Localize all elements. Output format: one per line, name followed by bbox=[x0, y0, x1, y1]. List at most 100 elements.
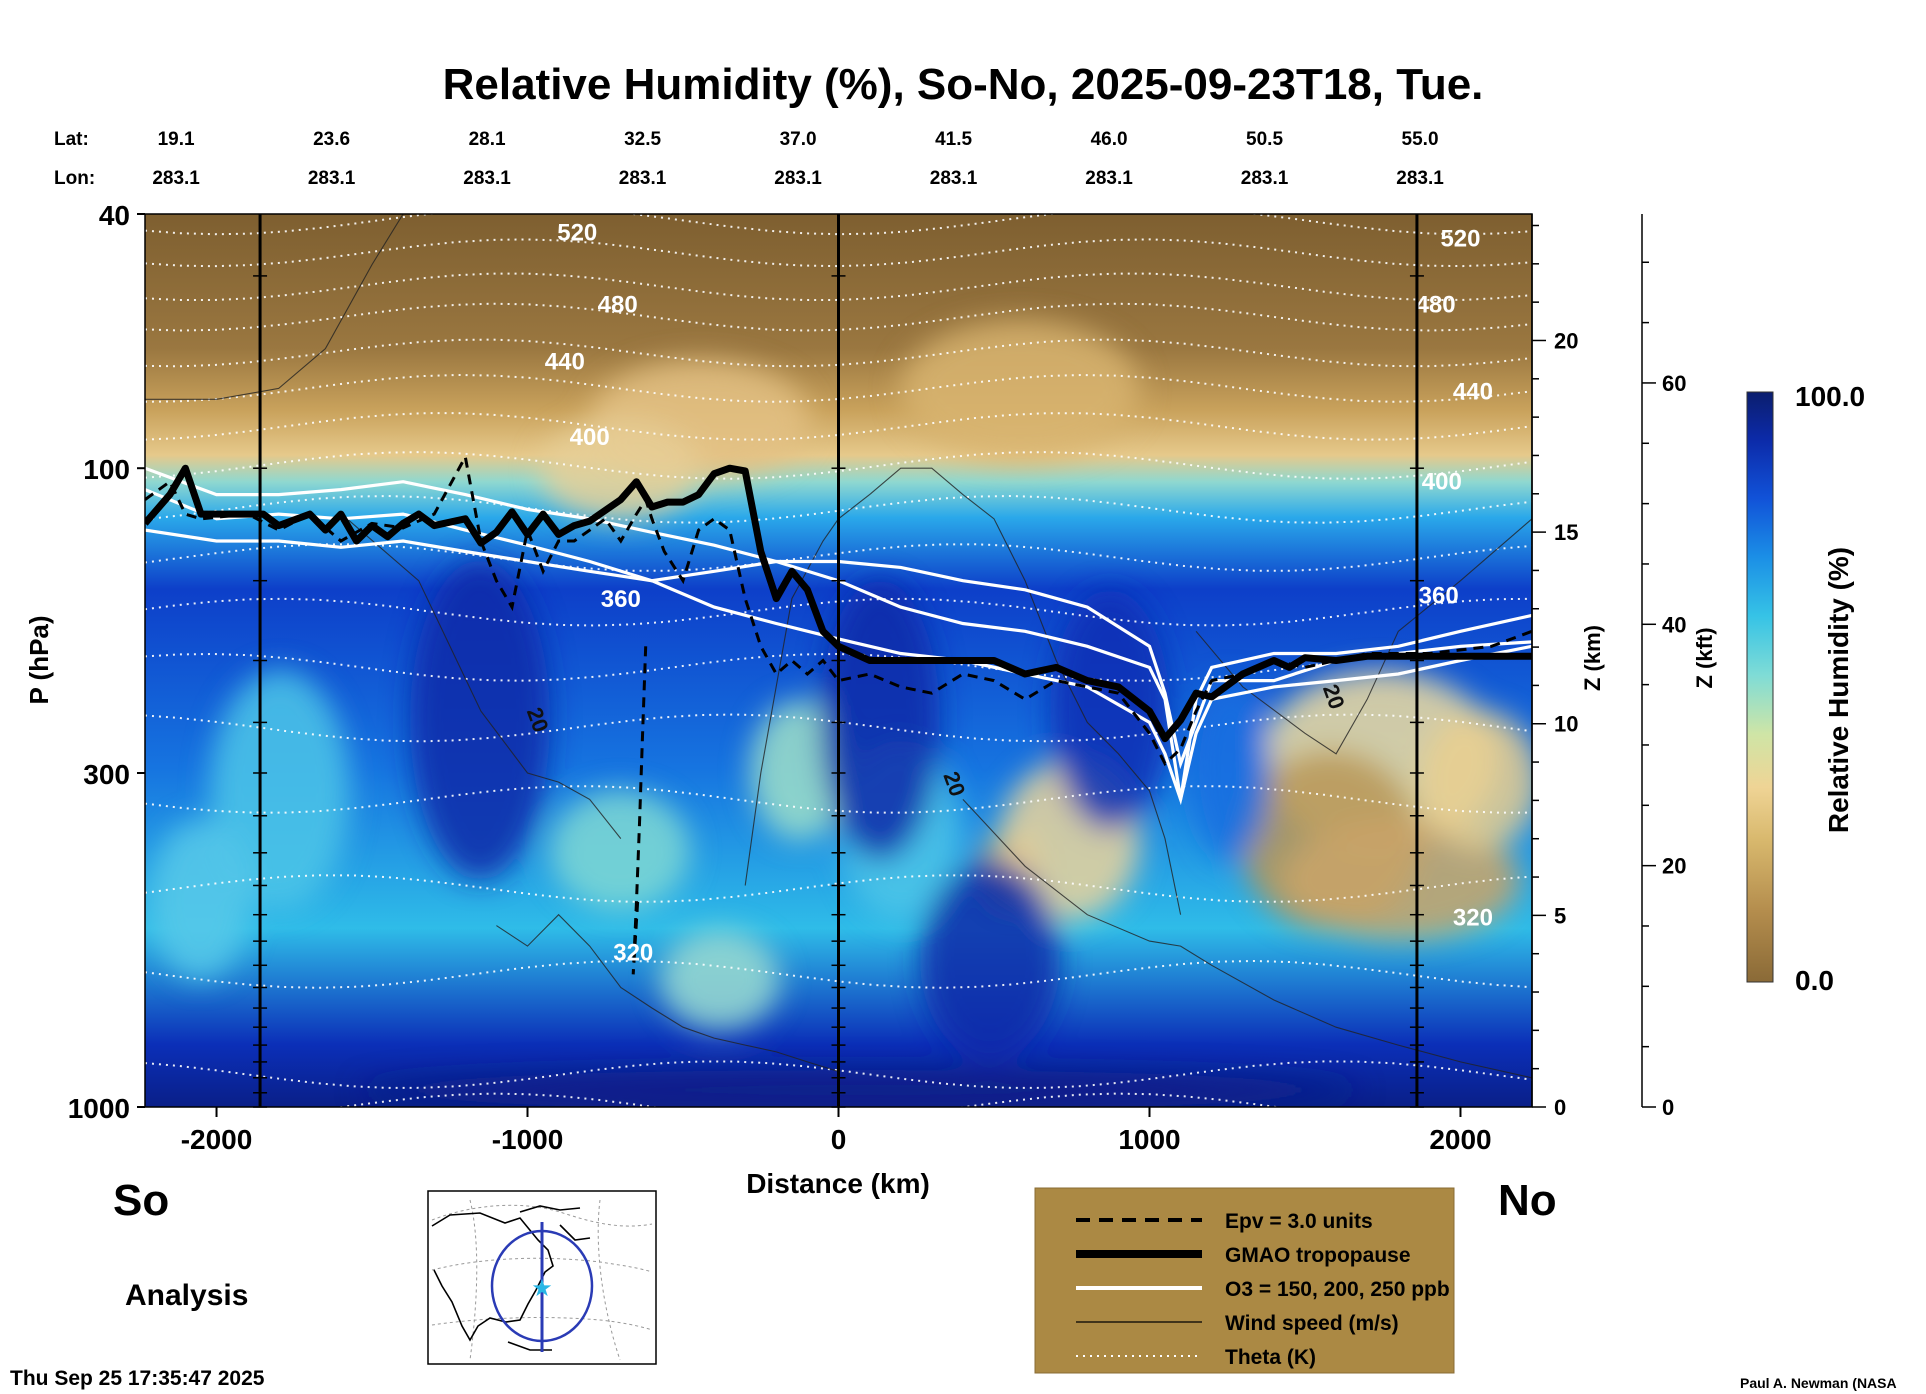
credit-label: Paul A. Newman (NASA bbox=[1740, 1375, 1897, 1391]
theta-contour bbox=[145, 214, 1532, 236]
map-graticule bbox=[431, 1204, 653, 1227]
theta-contour bbox=[145, 412, 1532, 441]
theta-contour bbox=[145, 597, 1532, 627]
rh-patch bbox=[150, 820, 250, 980]
map-graticule bbox=[431, 1317, 653, 1331]
lat-value: 32.5 bbox=[624, 129, 661, 150]
legend-items: Epv = 3.0 units GMAO tropopause O3 = 150, … bbox=[1076, 1210, 1450, 1369]
map-graticule bbox=[469, 1199, 478, 1361]
wind-contour bbox=[346, 518, 622, 839]
lat-value: 23.6 bbox=[313, 129, 350, 150]
lon-value: 283.1 bbox=[308, 168, 356, 189]
theta-contour bbox=[145, 272, 1532, 302]
rh-patches bbox=[150, 320, 1532, 1107]
star-icon: ★ bbox=[531, 1274, 553, 1302]
rh-patch bbox=[1420, 710, 1532, 850]
lat-value: 55.0 bbox=[1402, 129, 1439, 150]
legend-label: Theta (K) bbox=[1225, 1346, 1316, 1369]
theta-contour bbox=[145, 451, 1532, 480]
theta-contour bbox=[145, 238, 1532, 268]
theta-label: 520 bbox=[557, 219, 597, 246]
z-km-tick-label: 5 bbox=[1554, 903, 1566, 928]
x-tick-label: 0 bbox=[831, 1124, 847, 1155]
lon-value: 283.1 bbox=[152, 168, 200, 189]
theta-label: 360 bbox=[1419, 583, 1459, 610]
theta-label: 400 bbox=[570, 424, 610, 451]
z-km-tick-label: 20 bbox=[1554, 328, 1578, 353]
lat-value: 28.1 bbox=[469, 129, 506, 150]
theta-contour bbox=[145, 785, 1532, 814]
y-tick-label: 1000 bbox=[68, 1093, 130, 1124]
map-graticule bbox=[431, 1257, 653, 1273]
theta-contour bbox=[145, 959, 1532, 989]
north-label: No bbox=[1498, 1176, 1557, 1225]
theta-label: 480 bbox=[1416, 291, 1456, 318]
theta-label: 400 bbox=[1422, 469, 1462, 496]
colorbar-label: Relative Humidity (%) bbox=[1823, 547, 1854, 833]
lat-value: 50.5 bbox=[1246, 129, 1283, 150]
wind-contour bbox=[496, 913, 839, 1073]
theta-contour bbox=[145, 652, 1532, 682]
theta-label: 320 bbox=[1453, 905, 1493, 932]
o3-contour bbox=[145, 528, 1532, 770]
section-markers bbox=[253, 214, 1424, 1108]
lat-value: 37.0 bbox=[780, 129, 817, 150]
lon-value: 283.1 bbox=[774, 168, 822, 189]
theta-contour bbox=[334, 1092, 1284, 1107]
rh-patch bbox=[900, 320, 1140, 460]
theta-label: 520 bbox=[1440, 226, 1480, 253]
legend: Epv = 3.0 units GMAO tropopause O3 = 150, … bbox=[1034, 1187, 1455, 1374]
lon-value: 283.1 bbox=[1085, 168, 1133, 189]
lat-value: 46.0 bbox=[1091, 129, 1128, 150]
y-axis-label: P (hPa) bbox=[24, 615, 54, 704]
theta-label: 360 bbox=[601, 586, 641, 613]
rh-patch bbox=[410, 560, 550, 880]
map-coastlines bbox=[431, 1205, 591, 1351]
rh-patch bbox=[1190, 680, 1270, 860]
z-km-axis-label: Z (km) bbox=[1580, 625, 1605, 691]
wind-contour bbox=[962, 799, 1532, 1079]
lon-value: 283.1 bbox=[930, 168, 978, 189]
x-tick-label: 1000 bbox=[1118, 1124, 1180, 1155]
rh-patch bbox=[540, 420, 700, 520]
map-graticule bbox=[597, 1199, 621, 1361]
x-axis-label: Distance (km) bbox=[746, 1168, 930, 1199]
inset-map: ★ bbox=[427, 1190, 657, 1365]
theta-contour bbox=[145, 1060, 1532, 1089]
epv-contour bbox=[145, 452, 1532, 767]
y-tick-label: 300 bbox=[83, 759, 130, 790]
legend-label: Epv = 3.0 units bbox=[1225, 1210, 1373, 1233]
z-km-tick-label: 10 bbox=[1554, 712, 1578, 737]
legend-label: GMAO tropopause bbox=[1225, 1244, 1411, 1267]
x-tick-label: -2000 bbox=[181, 1124, 253, 1155]
z-kft-tick-label: 40 bbox=[1662, 612, 1686, 637]
y-tick-label: 100 bbox=[83, 454, 130, 485]
rh-patch bbox=[660, 930, 780, 1030]
south-label: So bbox=[113, 1176, 169, 1225]
colorbar: 100.0 0.0 Relative Humidity (%) bbox=[1746, 381, 1865, 996]
lon-value: 283.1 bbox=[619, 168, 667, 189]
theta-contour bbox=[145, 338, 1532, 368]
tropopause-line bbox=[145, 464, 1532, 743]
x-tick-label: -1000 bbox=[492, 1124, 564, 1155]
theta-contour bbox=[145, 713, 1532, 743]
rh-patch bbox=[210, 670, 350, 910]
theta-label: 480 bbox=[598, 291, 638, 318]
z-kft-tick-label: 0 bbox=[1662, 1095, 1674, 1120]
colorbar-max-label: 100.0 bbox=[1795, 381, 1865, 412]
z-km-tick-label: 15 bbox=[1554, 520, 1578, 545]
colorbar-min-label: 0.0 bbox=[1795, 965, 1834, 996]
theta-label: 320 bbox=[613, 940, 653, 967]
colorbar-scale bbox=[1746, 391, 1774, 983]
theta-contour bbox=[145, 494, 1532, 524]
analysis-label: Analysis bbox=[125, 1279, 248, 1312]
theta-label: 440 bbox=[1453, 378, 1493, 405]
wind-contour bbox=[1195, 518, 1532, 755]
legend-label: O3 = 150, 200, 250 ppb bbox=[1225, 1278, 1450, 1301]
rh-patch bbox=[1280, 820, 1520, 940]
z-kft-tick-label: 20 bbox=[1662, 854, 1686, 879]
theta-contour bbox=[145, 874, 1532, 903]
theta-contour bbox=[145, 302, 1532, 332]
theta-label: 440 bbox=[545, 348, 585, 375]
